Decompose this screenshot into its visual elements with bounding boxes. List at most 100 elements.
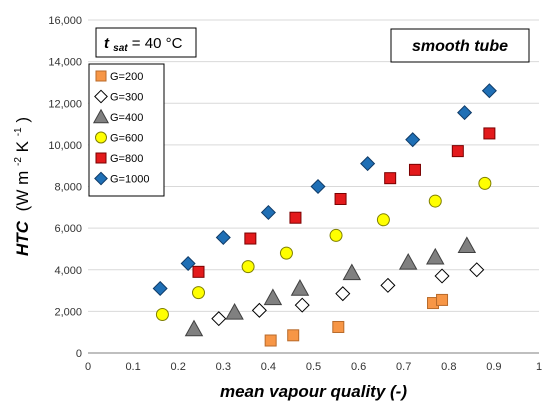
data-point [289,211,302,224]
legend-marker [94,89,108,104]
data-point [457,105,473,121]
data-point [287,329,300,342]
series-g-1000 [152,83,497,297]
tsat-value: = 40 °C [132,35,183,52]
data-point [155,307,169,321]
data-point [334,192,347,205]
x-tick-label: 0.9 [486,361,501,373]
legend-label: G=1000 [110,174,149,186]
data-point [478,176,492,190]
legend-marker [95,70,107,82]
data-point [384,172,397,185]
data-point [225,302,244,320]
legend-marker [92,108,110,124]
data-point [244,232,257,245]
x-tick-label: 0 [85,361,91,373]
legend-label: G=600 [110,133,143,145]
legend-label: G=200 [110,71,143,83]
data-point [469,262,485,278]
y-tick-label: 8,000 [54,182,82,194]
y-axis-title-mid: K [13,140,32,152]
x-tick-label: 0.2 [171,361,186,373]
legend-marker [95,152,107,164]
data-point [380,277,396,293]
x-tick-label: 0.4 [261,361,276,373]
y-axis-title-close: ) [13,117,32,123]
tube-label: smooth tube [412,38,508,55]
tsat-symbol: t [104,35,110,52]
x-tick-label: 0.1 [125,361,140,373]
x-tick-labels: 0 0.1 0.2 0.3 0.4 0.5 0.6 0.7 0.8 0.9 1 [85,361,542,373]
data-point [451,145,464,158]
series-g-600 [155,176,492,321]
data-point [342,263,362,281]
y-tick-label: 0 [76,348,82,360]
data-point [483,127,496,140]
data-point [329,228,343,242]
data-point [428,194,442,208]
legend-marker [95,131,107,144]
data-point [279,246,293,260]
svg-text:t sat = 40 °C: t sat = 40 °C [104,35,183,55]
x-tick-label: 0.8 [441,361,456,373]
data-point [405,132,421,148]
data-point [426,247,445,265]
x-tick-label: 0.5 [306,361,321,373]
x-tick-label: 1 [536,361,542,373]
y-tick-label: 14,000 [48,57,82,69]
data-point [184,319,204,337]
data-point [215,229,231,246]
y-tick-label: 2,000 [54,306,82,318]
data-point [260,204,276,221]
tsat-box [95,27,197,58]
data-point [180,255,196,272]
data-point [360,156,376,172]
data-point [294,297,310,313]
y-tick-label: 12,000 [48,98,82,110]
data-point [434,268,450,284]
x-tick-label: 0.6 [351,361,366,373]
saturation-temperature-annotation: t sat = 40 °C [95,27,197,58]
data-point [310,178,326,195]
tsat-subscript: sat [113,43,128,54]
tube-type-annotation: smooth tube [390,28,530,63]
y-axis-title-units: (W m [13,171,32,212]
data-point [457,236,477,254]
data-point [251,302,267,318]
data-point [264,334,277,347]
y-tick-label: 16,000 [48,15,82,27]
legend: G=200 G=300 G=400 G=600 G=800 G=1000 [88,63,165,197]
data-point [436,293,449,306]
data-points [152,83,497,347]
y-tick-label: 6,000 [54,223,82,235]
data-point [192,265,205,278]
y-axis-title-exp1: -2 [13,157,24,166]
legend-label: G=400 [110,112,143,124]
series-g-800 [192,127,496,278]
y-axis-title-base: HTC [13,220,32,256]
y-axis-title: HTC (W m -2 K -1 ) [6,117,32,256]
x-axis-title: mean vapour quality (-) [220,382,407,401]
y-tick-label: 4,000 [54,265,82,277]
tube-box [390,28,530,63]
x-tick-label: 0.7 [396,361,411,373]
data-point [290,279,310,296]
data-point [376,213,390,227]
data-point [335,286,351,302]
data-point [408,163,421,176]
data-point [398,253,418,270]
data-point [191,286,205,300]
series-g-400 [184,236,477,337]
y-tick-labels: 0 2,000 4,000 6,000 8,000 10,000 12,000 14,000 1… [48,15,82,360]
legend-label: G=300 [110,92,143,104]
data-point [211,311,227,327]
data-point [263,288,283,306]
data-point [152,280,168,297]
legend-label: G=800 [110,153,143,165]
series-g-300 [211,262,485,327]
data-point [241,260,255,274]
data-point [481,83,497,99]
y-tick-label: 10,000 [48,140,82,152]
y-axis-title-exp2: -1 [13,127,24,136]
